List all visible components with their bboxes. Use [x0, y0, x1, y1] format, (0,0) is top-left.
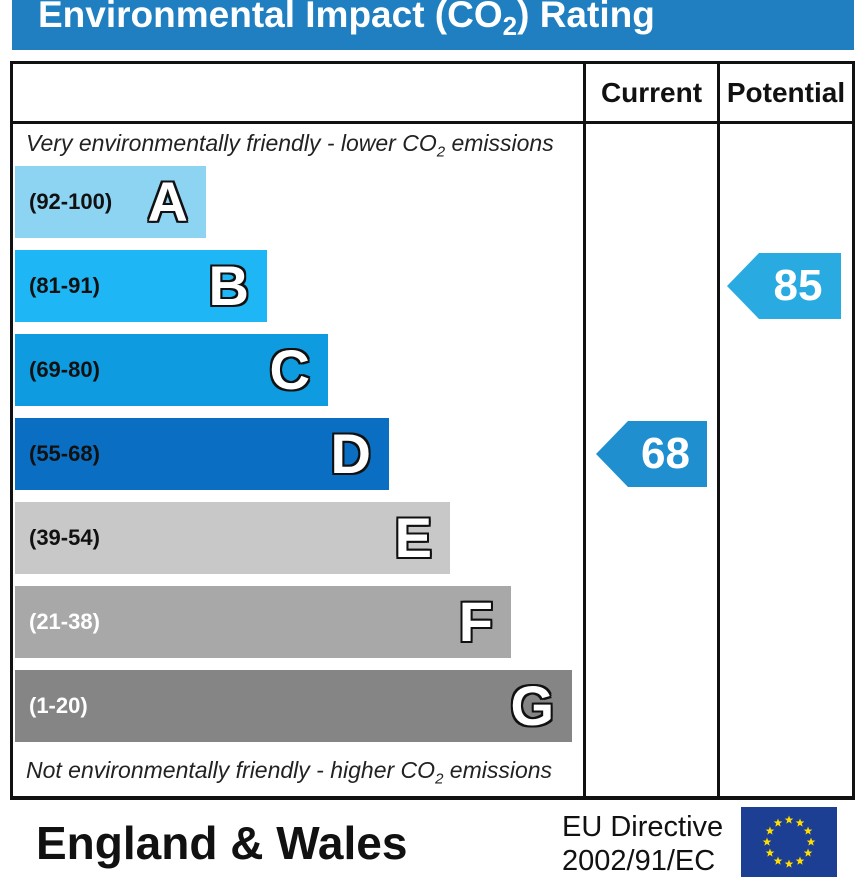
- eu-star-icon: [803, 826, 813, 835]
- eu-star-icon: [765, 848, 775, 857]
- eu-star-icon: [773, 818, 783, 827]
- directive-line-2: 2002/91/EC: [562, 845, 716, 877]
- band-b: (81-91) B: [15, 250, 267, 322]
- footer-directive: EU Directive 2002/91/EC: [562, 810, 723, 878]
- chart-title: Environmental Impact (CO2) Rating: [12, 0, 854, 50]
- chart-title-subscript: 2: [502, 11, 518, 41]
- caption-bottom-end: emissions: [443, 757, 553, 783]
- footer-divider: [10, 797, 855, 800]
- band-a: (92-100) A: [15, 166, 206, 238]
- eu-stars: [762, 815, 816, 868]
- band-range-label: (81-91): [29, 273, 100, 298]
- band-range-label: (39-54): [29, 525, 100, 550]
- caption-top-text: Very environmentally friendly - lower CO: [26, 130, 437, 156]
- band-e: (39-54) E: [15, 502, 450, 574]
- band-range-label: (92-100): [29, 189, 113, 214]
- band-range-label: (1-20): [29, 693, 88, 718]
- band-range-label: (21-38): [29, 609, 100, 634]
- band-letter: C: [269, 338, 310, 401]
- eu-star-icon: [795, 856, 805, 865]
- band-letter: F: [458, 590, 493, 653]
- eu-star-icon: [803, 848, 813, 857]
- eu-star-icon: [806, 837, 816, 846]
- band-letter: B: [208, 254, 249, 317]
- caption-bottom-subscript: 2: [435, 770, 444, 788]
- divider-potential: [717, 61, 720, 799]
- band-range-label: (55-68): [29, 441, 100, 466]
- band-letter: E: [394, 506, 432, 569]
- caption-top-end: emissions: [445, 130, 554, 156]
- current-rating-value: 68: [641, 429, 690, 478]
- caption-top: Very environmentally friendly - lower CO…: [26, 130, 554, 161]
- eu-star-icon: [773, 856, 783, 865]
- chart-title-main: Environmental Impact (CO: [38, 0, 503, 35]
- band-c: (69-80) C: [15, 334, 328, 406]
- band-range-label: (69-80): [29, 357, 100, 382]
- caption-bottom: Not environmentally friendly - higher CO…: [26, 757, 552, 788]
- caption-bottom-text: Not environmentally friendly - higher CO: [26, 757, 436, 783]
- potential-rating-arrow: 85: [727, 253, 841, 319]
- header-divider: [10, 121, 855, 124]
- potential-arrow-shape: [727, 253, 841, 319]
- directive-line-1: EU Directive: [562, 811, 724, 843]
- current-arrow-shape: [596, 421, 707, 487]
- current-rating-arrow: 68: [596, 421, 707, 487]
- caption-top-subscript: 2: [436, 143, 446, 161]
- footer-region: England & Wales: [36, 817, 408, 869]
- band-letter: D: [330, 422, 371, 485]
- eu-star-icon: [795, 818, 805, 827]
- column-header-potential: Potential: [726, 77, 846, 108]
- band-g: (1-20) G: [15, 670, 572, 742]
- eu-star-icon: [784, 815, 794, 824]
- eu-star-icon: [762, 837, 772, 846]
- column-header-current: Current: [600, 77, 703, 108]
- band-f: (21-38) F: [15, 586, 511, 658]
- band-d: (55-68) D: [15, 418, 389, 490]
- eu-flag-icon: [741, 807, 837, 877]
- potential-rating-value: 85: [773, 261, 823, 310]
- divider-current: [583, 61, 586, 799]
- band-letter: G: [510, 674, 554, 737]
- band-letter: A: [147, 170, 188, 233]
- chart-title-end: ) Rating: [517, 0, 655, 35]
- eu-star-icon: [765, 826, 775, 835]
